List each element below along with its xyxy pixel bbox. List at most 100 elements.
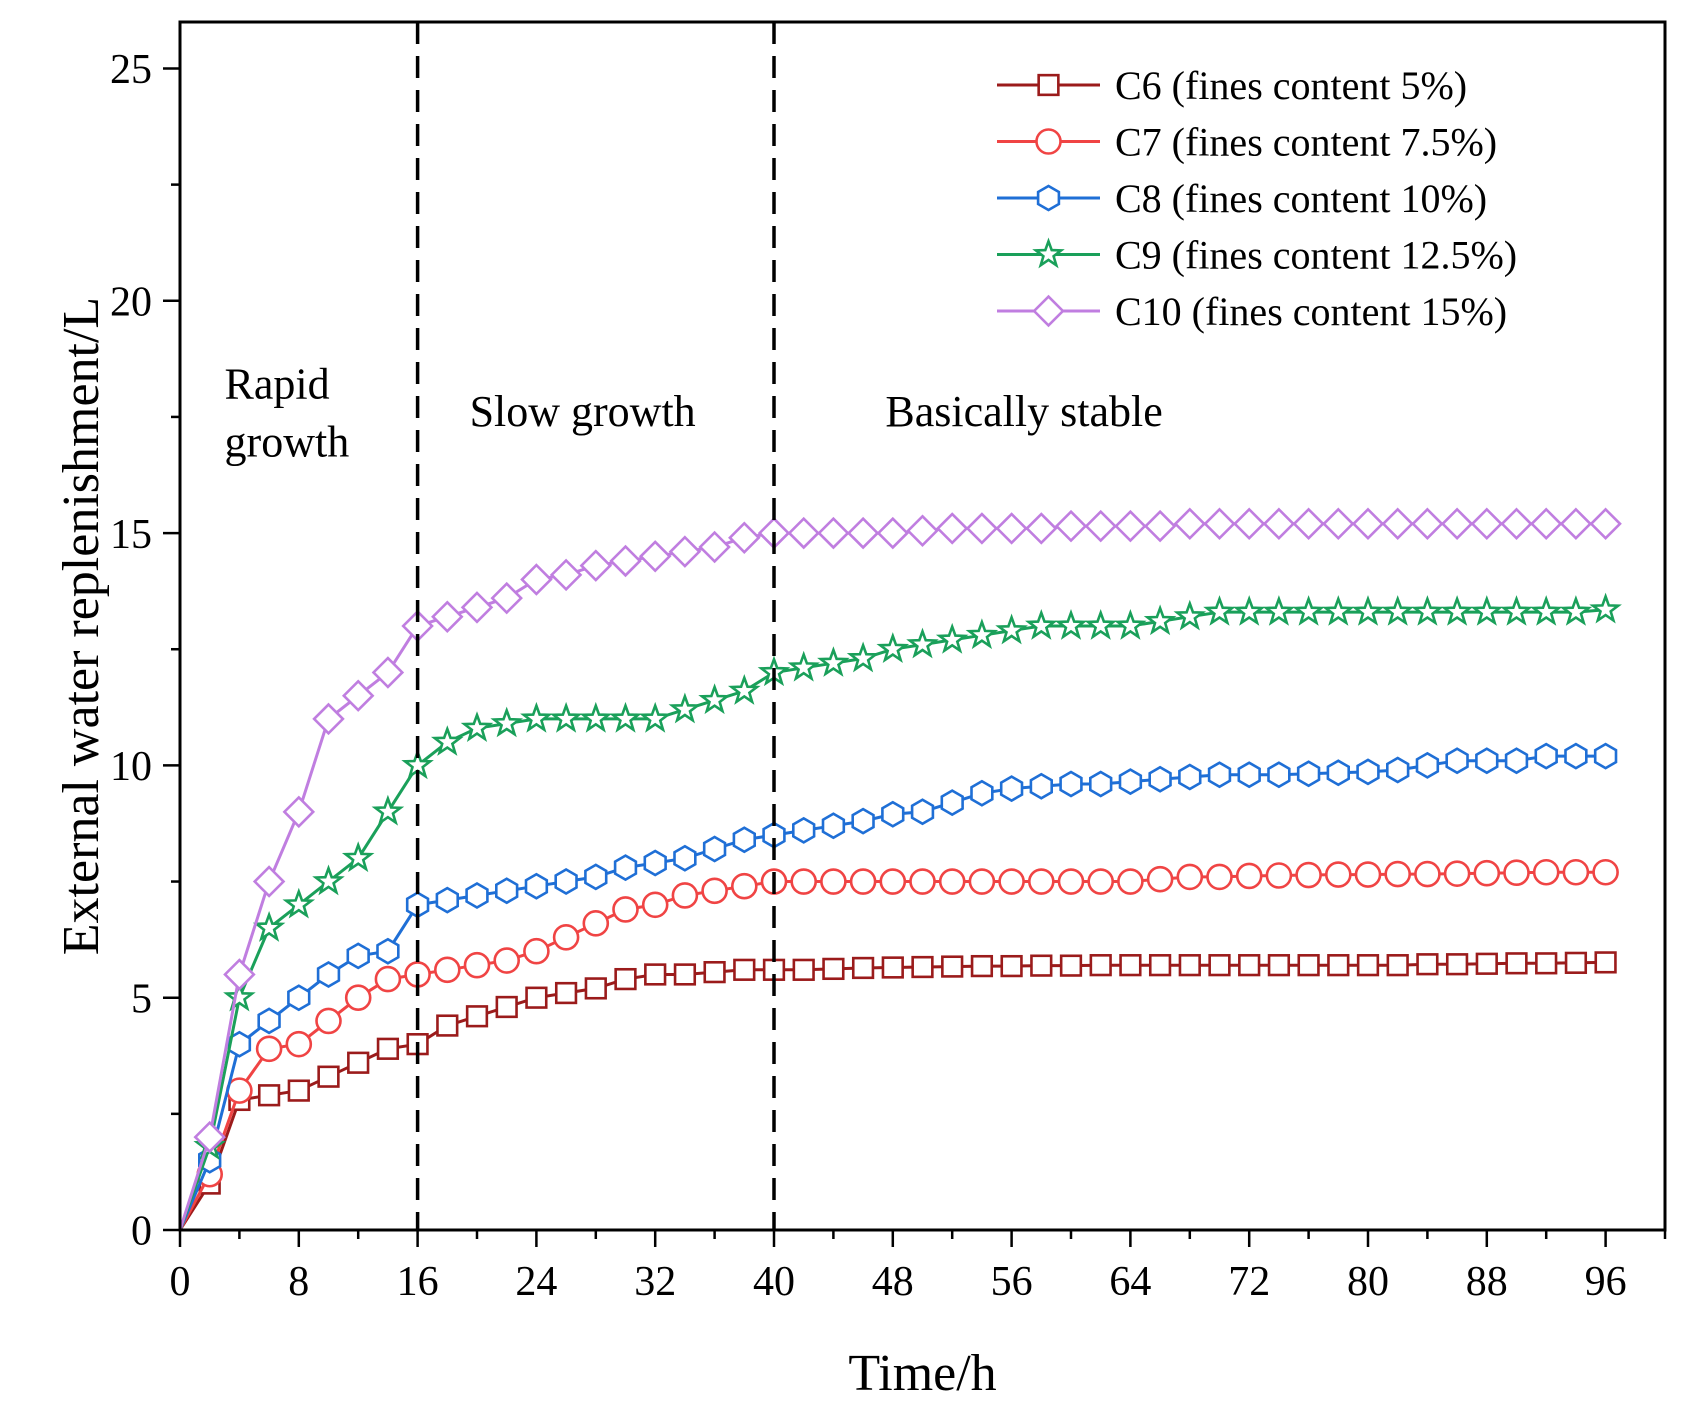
data-point (463, 951, 491, 979)
data-point (851, 807, 875, 835)
series-2 (178, 858, 1619, 1231)
data-point (638, 540, 672, 573)
data-point (554, 867, 578, 896)
data-point (1559, 507, 1593, 541)
x-tick-label: 40 (753, 1259, 795, 1305)
x-tick-label: 64 (1109, 1259, 1151, 1305)
legend-item: C10 (fines content 15%) (997, 289, 1507, 334)
data-point (935, 512, 969, 545)
data-point (911, 955, 934, 979)
data-point (465, 1005, 489, 1028)
series-layer (178, 507, 1622, 1231)
series-5 (178, 507, 1622, 1231)
data-point (1356, 954, 1380, 977)
data-point (1529, 507, 1563, 541)
data-point (1593, 742, 1618, 770)
data-point (1594, 951, 1617, 974)
data-point (1295, 861, 1322, 889)
data-point (727, 673, 761, 705)
data-point (970, 954, 994, 978)
data-point (1381, 507, 1414, 541)
data-point (822, 957, 845, 981)
data-point (999, 775, 1024, 803)
data-point (431, 600, 464, 633)
phase-label-rapid: Rapid (225, 359, 330, 408)
data-point (1054, 509, 1088, 543)
legend: C6 (fines content 5%) C7 (fines content 7… (997, 63, 1517, 334)
data-point (643, 849, 667, 877)
data-point (312, 864, 345, 896)
data-point (638, 701, 672, 733)
legend-item: C6 (fines content 5%) (997, 63, 1467, 108)
data-point (1529, 595, 1563, 626)
data-point (490, 581, 523, 615)
y-tick-label: 15 (110, 512, 152, 558)
data-point (1327, 954, 1350, 977)
data-point (1232, 507, 1266, 541)
data-point (787, 516, 820, 550)
y-tick-label: 10 (110, 744, 152, 790)
data-point (1203, 507, 1236, 541)
x-tick-label: 88 (1466, 1259, 1508, 1305)
data-point (223, 980, 256, 1012)
legend-label: C10 (fines content 15%) (1115, 289, 1507, 334)
data-point (344, 984, 372, 1011)
legend-swatch-marker (1036, 184, 1061, 212)
series-1 (178, 951, 1617, 1231)
data-point (609, 701, 642, 733)
data-point (1559, 595, 1593, 626)
data-point (1000, 954, 1023, 978)
data-point (341, 679, 375, 712)
data-point (613, 854, 638, 882)
x-tick-label: 24 (515, 1259, 557, 1305)
legend-label: C8 (fines content 10%) (1115, 176, 1487, 221)
data-point (995, 512, 1028, 545)
data-point (998, 868, 1025, 895)
data-point (1030, 954, 1053, 977)
x-tick-label: 16 (397, 1259, 439, 1305)
data-point (668, 692, 702, 724)
x-tick-label: 80 (1347, 1259, 1389, 1305)
data-point (1054, 608, 1088, 640)
data-point (609, 544, 642, 578)
data-point (285, 1030, 313, 1058)
data-point (1089, 954, 1112, 977)
data-point (1564, 951, 1588, 974)
data-point (1296, 760, 1321, 788)
data-point (1207, 761, 1232, 789)
data-point (1534, 742, 1558, 770)
data-point (1118, 768, 1143, 796)
data-point (1292, 595, 1325, 626)
data-point (1384, 860, 1411, 888)
legend-item: C8 (fines content 10%) (997, 176, 1487, 221)
data-point (460, 591, 494, 624)
data-point (1089, 770, 1113, 798)
data-point (1232, 595, 1266, 626)
data-point (549, 701, 583, 733)
data-point (851, 956, 875, 980)
data-point (520, 701, 553, 733)
data-point (490, 706, 524, 738)
data-point (430, 725, 464, 756)
data-point (1117, 868, 1144, 895)
y-axis-title: External water replenishment/L (53, 297, 110, 955)
data-point (287, 1079, 310, 1102)
data-point (435, 886, 460, 914)
data-point (995, 613, 1028, 645)
data-point (1532, 858, 1560, 886)
data-point (1025, 608, 1058, 640)
data-point (549, 558, 583, 592)
data-point (1470, 507, 1504, 541)
legend-item: C7 (fines content 7.5%) (997, 120, 1497, 165)
data-point (906, 514, 939, 547)
data-point (1589, 592, 1622, 624)
data-point (257, 1084, 281, 1107)
data-point (316, 960, 341, 989)
data-point (614, 967, 637, 991)
axis-tick-layer: 0 8 16 24 32 40 48 56 64 72 80 88 96 0 5 10 15 20 25 (110, 47, 1667, 1305)
data-point (817, 516, 850, 550)
y-tick-label: 0 (131, 1209, 152, 1255)
data-point (1440, 507, 1474, 541)
y-tick-label: 20 (110, 279, 152, 325)
data-point (1178, 954, 1201, 977)
